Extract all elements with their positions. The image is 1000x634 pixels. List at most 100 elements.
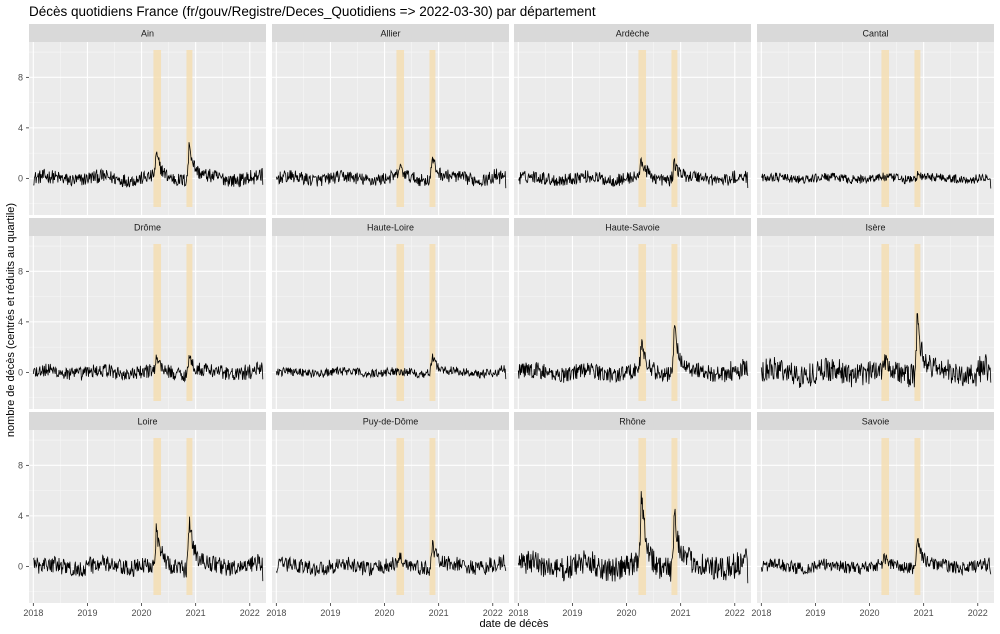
series-line-haute-loire — [275, 353, 507, 380]
panel-background — [757, 236, 994, 409]
highlight-band — [396, 244, 405, 401]
y-tick-label: 0 — [18, 367, 23, 377]
panel-savoie: Savoie 2018 2019 2020 2021 2022 — [751, 412, 994, 618]
series-line-allier — [275, 156, 507, 189]
strip-loire — [29, 412, 266, 430]
x-tick-label: 2018 — [508, 608, 528, 618]
highlight-band — [186, 438, 193, 595]
strip-drome — [29, 218, 266, 236]
panel-ardeche: Ardèche — [514, 24, 751, 215]
panel-drome: Drôme 0 4 8 — [18, 218, 266, 409]
panel-background — [514, 42, 751, 215]
strip-ardeche — [514, 24, 751, 42]
y-tick-label: 4 — [18, 123, 23, 133]
y-tick-label: 4 — [18, 511, 23, 521]
strip-label: Haute-Savoie — [605, 223, 660, 233]
panel-background — [272, 42, 509, 215]
x-tick-label: 2019 — [805, 608, 825, 618]
highlight-band — [153, 438, 162, 595]
x-axis-title: date de décès — [479, 618, 549, 630]
strip-haute-savoie — [514, 218, 751, 236]
panel-puy-de-dome: Puy-de-Dôme 2018 2019 2020 2021 2022 — [266, 412, 509, 618]
strip-isere — [757, 218, 994, 236]
series-line-puy-de-dome — [275, 539, 507, 578]
highlight-band — [671, 244, 678, 401]
panel-isere: Isère — [757, 218, 994, 409]
highlight-band — [638, 438, 647, 595]
highlight-band — [671, 438, 678, 595]
strip-savoie — [757, 412, 994, 430]
panel-background — [514, 236, 751, 409]
x-tick-label: 2021 — [671, 608, 691, 618]
panel-background — [29, 430, 266, 603]
x-tick-label: 2020 — [375, 608, 395, 618]
highlight-band — [914, 438, 921, 595]
x-tick-label: 2018 — [751, 608, 771, 618]
series-line-rhone — [517, 491, 749, 584]
strip-label: Drôme — [134, 223, 161, 233]
series-line-haute-savoie — [517, 325, 749, 384]
highlight-band — [429, 50, 436, 207]
strip-label: Cantal — [862, 29, 888, 39]
panel-background — [29, 42, 266, 215]
panel-background — [757, 42, 994, 215]
strip-label: Ain — [141, 29, 154, 39]
y-tick-label: 8 — [18, 266, 23, 276]
x-tick-label: 2018 — [266, 608, 286, 618]
strip-ain — [29, 24, 266, 42]
series-line-savoie — [760, 538, 992, 577]
highlight-band — [671, 50, 678, 207]
strip-puy-de-dome — [272, 412, 509, 430]
strip-label: Haute-Loire — [367, 223, 414, 233]
strip-label: Isère — [865, 223, 885, 233]
highlight-band — [186, 50, 193, 207]
y-tick-label: 0 — [18, 561, 23, 571]
highlight-band — [881, 50, 890, 207]
highlight-band — [396, 50, 405, 207]
strip-haute-loire — [272, 218, 509, 236]
highlight-band — [638, 50, 647, 207]
highlight-band — [881, 438, 890, 595]
y-tick-label: 8 — [18, 72, 23, 82]
strip-label: Allier — [380, 29, 400, 39]
page-title: Décès quotidiens France (fr/gouv/Registr… — [29, 4, 596, 19]
y-tick-label: 0 — [18, 173, 23, 183]
x-tick-label: 2022 — [725, 608, 745, 618]
highlight-band — [153, 244, 162, 401]
x-tick-label: 2019 — [320, 608, 340, 618]
highlight-band — [153, 50, 162, 207]
panel-background — [514, 430, 751, 603]
highlight-band — [638, 244, 647, 401]
series-line-ardeche — [518, 156, 749, 189]
series-line-loire — [32, 516, 264, 582]
series-line-cantal — [761, 170, 992, 189]
panel-background — [272, 236, 509, 409]
strip-cantal — [757, 24, 994, 42]
series-line-isere — [760, 313, 992, 388]
panel-background — [757, 430, 994, 603]
strip-label: Puy-de-Dôme — [363, 417, 419, 427]
highlight-band — [396, 438, 405, 595]
panel-haute-savoie: Haute-Savoie — [514, 218, 751, 409]
strip-rhone — [514, 412, 751, 430]
x-tick-label: 2018 — [23, 608, 43, 618]
x-tick-label: 2021 — [186, 608, 206, 618]
strip-label: Ardèche — [616, 29, 650, 39]
series-line-drome — [32, 354, 264, 383]
panel-background — [272, 430, 509, 603]
x-tick-label: 2022 — [968, 608, 988, 618]
highlight-band — [186, 244, 193, 401]
panel-cantal: Cantal — [757, 24, 994, 215]
highlight-band — [914, 244, 921, 401]
highlight-band — [881, 244, 890, 401]
strip-allier — [272, 24, 509, 42]
series-line-ain — [33, 142, 264, 188]
y-axis-title: nombre de décès (centrés et réduits au q… — [5, 203, 17, 437]
x-tick-label: 2020 — [617, 608, 637, 618]
x-tick-label: 2021 — [429, 608, 449, 618]
x-tick-label: 2021 — [914, 608, 934, 618]
highlight-band — [429, 244, 436, 401]
panel-allier: Allier — [272, 24, 509, 215]
x-tick-label: 2022 — [240, 608, 260, 618]
